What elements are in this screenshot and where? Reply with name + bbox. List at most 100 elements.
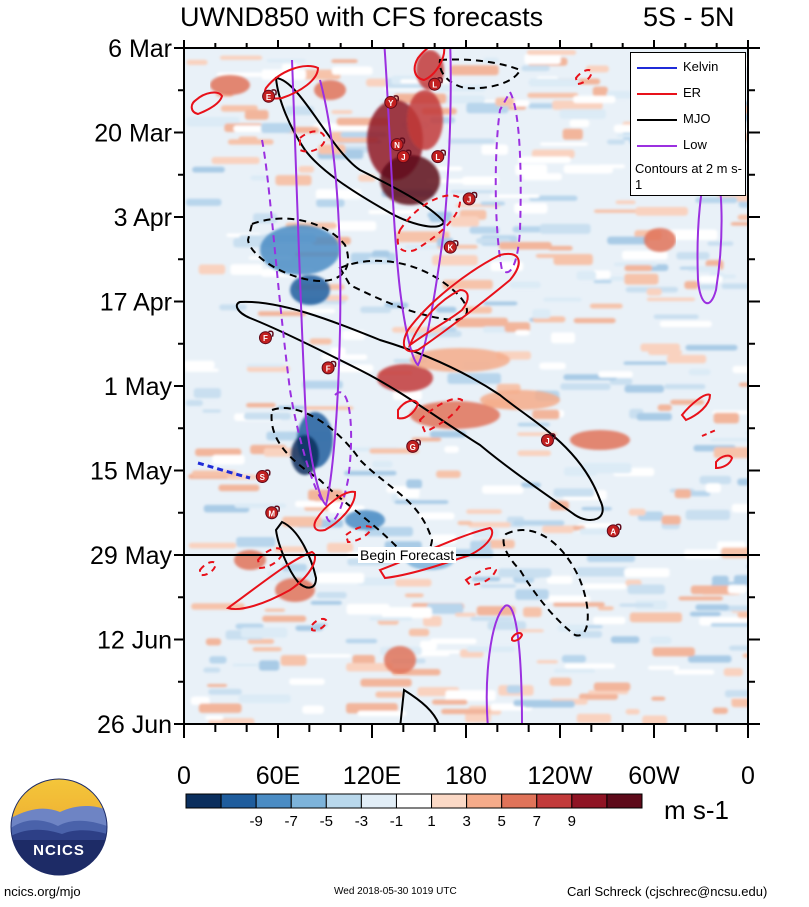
low-contour [291, 59, 342, 507]
field-cell [721, 283, 748, 289]
field-cell [640, 343, 681, 352]
field-cell [536, 660, 559, 664]
field-cell [450, 65, 499, 76]
legend: Kelvin ER MJO Low Contours at 2 m s-1 [630, 52, 746, 196]
field-cell [457, 520, 473, 526]
storm-label: K [447, 244, 453, 253]
field-cell [648, 350, 683, 356]
field-cell [629, 612, 683, 623]
field-cell [209, 656, 227, 664]
field-cell [515, 589, 549, 600]
field-cell [526, 49, 577, 55]
field-cell [647, 665, 680, 670]
field-cell [436, 470, 461, 478]
field-anomaly [345, 510, 385, 530]
field-cell [540, 142, 588, 146]
colorbar-swatch [536, 793, 573, 809]
field-cell [476, 606, 516, 616]
low-contour [494, 89, 522, 274]
field-cell [372, 250, 390, 258]
field-cell [521, 65, 550, 72]
x-axis-labels: 0 60E 120E 180 120W 60W 0 [177, 762, 755, 790]
field-cell [431, 699, 468, 705]
storm-label: G [410, 443, 416, 452]
storm-marker: L [431, 149, 447, 164]
field-cell [731, 696, 748, 708]
field-cell [191, 470, 237, 477]
field-cell [668, 229, 718, 240]
chart-title: UWND850 with CFS forecasts [180, 2, 544, 32]
field-cell [418, 512, 455, 520]
er-contour [402, 252, 520, 353]
storm-label: J [467, 195, 471, 204]
contours [190, 48, 734, 724]
field-cell [582, 463, 632, 474]
field-cell [282, 516, 322, 527]
storm-marker: J [396, 149, 412, 164]
field-cell [653, 314, 699, 319]
y-tick-label: 12 Jun [97, 627, 172, 655]
legend-item-mjo: MJO [637, 111, 745, 127]
field-cell [261, 69, 307, 80]
field-cell [695, 197, 738, 204]
field-cell [375, 691, 404, 698]
field-cell [352, 655, 375, 666]
field-cell [524, 53, 561, 65]
storm-marker: G [406, 439, 421, 453]
field-cell [404, 593, 424, 598]
field-cell [394, 500, 449, 504]
field-cell [684, 549, 720, 559]
field-cell [712, 707, 728, 714]
field-cell [678, 596, 724, 601]
field-cell [684, 281, 699, 289]
field-cell [330, 347, 346, 359]
field-cell [280, 655, 307, 666]
field-cell [479, 584, 517, 588]
er-contour [190, 91, 224, 116]
field-cell [695, 604, 730, 611]
field-cell [333, 221, 377, 231]
field-cell [737, 214, 748, 220]
colorbar-tick-label: 9 [568, 813, 576, 830]
colorbar-units: m s-1 [664, 795, 729, 825]
forecast-label: Begin Forecast [358, 547, 457, 563]
field-cell [610, 636, 640, 644]
field-cell [593, 682, 631, 691]
legend-label: Low [683, 137, 707, 152]
field-cell [193, 388, 221, 399]
field-cell [435, 306, 457, 313]
field-cell [395, 578, 432, 587]
field-cell [573, 95, 616, 104]
field-cell [195, 448, 242, 457]
colorbar-swatch [571, 793, 608, 809]
field-cell [469, 226, 500, 234]
storm-label: S [260, 473, 266, 482]
field-cell [455, 317, 508, 328]
field-anomaly [644, 228, 676, 252]
legend-swatch [637, 119, 677, 121]
field-cell [576, 713, 612, 724]
mjo-contour [274, 520, 318, 589]
field-cell [318, 144, 346, 155]
field-cell [247, 639, 275, 644]
field-cell [515, 329, 530, 336]
field-cell [593, 280, 612, 284]
field-anomaly [377, 364, 433, 392]
colorbar-tick-label: -7 [285, 813, 298, 830]
logo-text: NCICS [33, 842, 85, 859]
storm-marker: Y [384, 95, 400, 109]
er-contour [396, 194, 462, 253]
field-cell [562, 128, 583, 140]
field-cell [514, 203, 548, 214]
field-cell [589, 303, 623, 309]
storm-label: Y [388, 99, 394, 108]
field-cell [316, 199, 345, 207]
field-cell [615, 200, 636, 205]
field-cell [582, 583, 627, 590]
low-contour [696, 147, 723, 305]
er-contour [225, 550, 317, 610]
field-cell [504, 322, 531, 333]
er-contour [299, 130, 327, 153]
storm-marker: F [258, 330, 274, 345]
footer-site: ncics.org/mjo [4, 884, 81, 899]
